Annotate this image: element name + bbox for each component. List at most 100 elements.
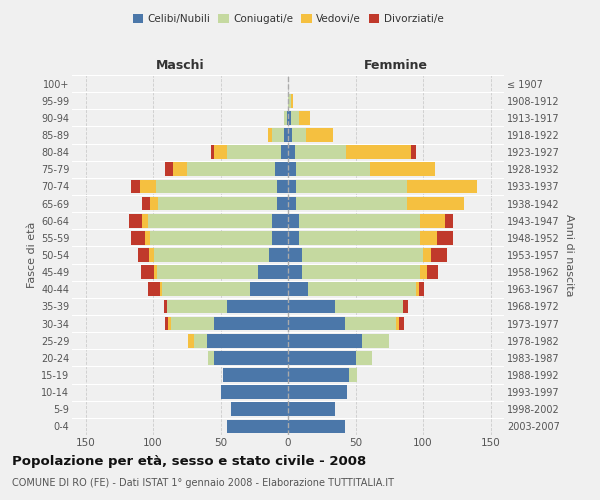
Bar: [170, 316, 214, 330]
Bar: [149, 248, 154, 262]
Text: Femmine: Femmine: [364, 58, 428, 71]
Bar: [288, 162, 296, 176]
Bar: [268, 128, 272, 142]
Bar: [221, 386, 288, 399]
Bar: [207, 334, 288, 347]
Bar: [211, 146, 214, 159]
Bar: [250, 282, 288, 296]
Bar: [437, 231, 453, 244]
Bar: [407, 196, 464, 210]
Bar: [227, 146, 281, 159]
Bar: [288, 402, 335, 416]
Bar: [272, 231, 288, 244]
Bar: [431, 248, 448, 262]
Bar: [223, 368, 288, 382]
Bar: [399, 316, 404, 330]
Bar: [292, 128, 305, 142]
Bar: [288, 351, 355, 364]
Bar: [188, 334, 193, 347]
Bar: [421, 266, 427, 279]
Bar: [193, 334, 207, 347]
Bar: [232, 402, 288, 416]
Bar: [288, 420, 344, 434]
Bar: [148, 282, 160, 296]
Bar: [407, 180, 477, 194]
Bar: [288, 334, 362, 347]
Bar: [227, 420, 288, 434]
Bar: [277, 196, 288, 210]
Text: COMUNE DI RO (FE) - Dati ISTAT 1° gennaio 2008 - Elaborazione TUTTITALIA.IT: COMUNE DI RO (FE) - Dati ISTAT 1° gennai…: [12, 478, 394, 488]
Bar: [299, 214, 421, 228]
Bar: [427, 266, 438, 279]
Bar: [421, 214, 445, 228]
Bar: [284, 111, 287, 124]
Bar: [142, 196, 150, 210]
Bar: [445, 214, 453, 228]
Bar: [419, 282, 424, 296]
Text: Popolazione per età, sesso e stato civile - 2008: Popolazione per età, sesso e stato civil…: [12, 455, 366, 468]
Bar: [214, 351, 288, 364]
Legend: Celibi/Nubili, Coniugati/e, Vedovi/e, Divorziati/e: Celibi/Nubili, Coniugati/e, Vedovi/e, Di…: [128, 10, 448, 29]
Bar: [362, 334, 389, 347]
Bar: [288, 94, 290, 108]
Bar: [272, 128, 284, 142]
Bar: [288, 300, 335, 314]
Bar: [288, 111, 290, 124]
Bar: [164, 300, 166, 314]
Y-axis label: Fasce di età: Fasce di età: [26, 222, 37, 288]
Bar: [158, 196, 277, 210]
Text: Maschi: Maschi: [155, 58, 205, 71]
Bar: [145, 231, 150, 244]
Bar: [288, 386, 347, 399]
Bar: [295, 146, 346, 159]
Bar: [165, 316, 168, 330]
Bar: [288, 196, 296, 210]
Bar: [302, 248, 423, 262]
Bar: [403, 300, 408, 314]
Bar: [160, 282, 163, 296]
Bar: [272, 214, 288, 228]
Bar: [308, 282, 416, 296]
Bar: [346, 146, 411, 159]
Bar: [288, 180, 296, 194]
Bar: [173, 162, 187, 176]
Bar: [131, 180, 139, 194]
Bar: [155, 180, 277, 194]
Bar: [396, 316, 398, 330]
Bar: [288, 231, 299, 244]
Bar: [305, 128, 332, 142]
Bar: [344, 316, 396, 330]
Bar: [290, 94, 293, 108]
Bar: [227, 300, 288, 314]
Bar: [154, 266, 157, 279]
Bar: [355, 351, 372, 364]
Bar: [269, 248, 288, 262]
Bar: [141, 266, 154, 279]
Bar: [349, 368, 357, 382]
Bar: [142, 214, 148, 228]
Bar: [165, 162, 173, 176]
Bar: [288, 282, 308, 296]
Bar: [299, 111, 310, 124]
Bar: [163, 282, 250, 296]
Y-axis label: Anni di nascita: Anni di nascita: [564, 214, 574, 296]
Bar: [296, 162, 370, 176]
Bar: [335, 300, 403, 314]
Bar: [138, 248, 149, 262]
Bar: [288, 248, 302, 262]
Bar: [281, 146, 288, 159]
Bar: [277, 180, 288, 194]
Bar: [148, 214, 272, 228]
Bar: [296, 180, 407, 194]
Bar: [131, 231, 145, 244]
Bar: [275, 162, 288, 176]
Bar: [208, 351, 214, 364]
Bar: [128, 214, 142, 228]
Bar: [154, 248, 269, 262]
Bar: [187, 162, 275, 176]
Bar: [150, 231, 272, 244]
Bar: [423, 248, 431, 262]
Bar: [288, 266, 302, 279]
Bar: [168, 316, 170, 330]
Bar: [288, 128, 292, 142]
